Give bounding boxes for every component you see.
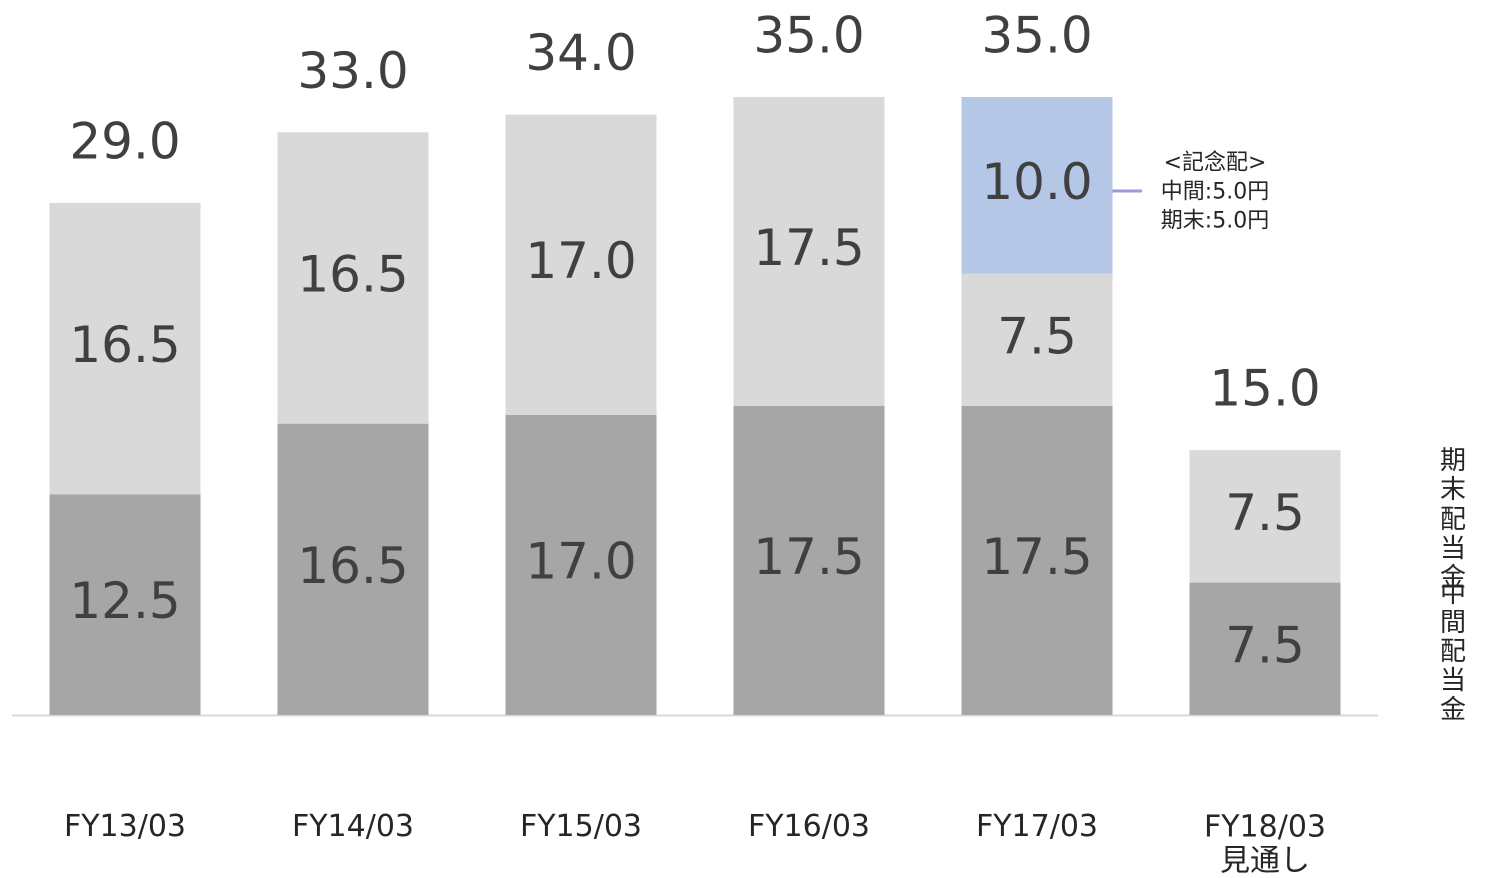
total-label: 33.0 (297, 42, 408, 100)
bar-segment (49, 202, 201, 495)
bar-segment (733, 97, 885, 406)
total-label: 34.0 (525, 24, 636, 82)
value-label: 7.5 (1225, 484, 1305, 542)
x-tick-label: FY15/03 (519, 809, 643, 845)
value-label: 16.5 (297, 245, 408, 303)
bar-segment (277, 423, 429, 715)
x-tick-label: FY16/03 (747, 809, 871, 845)
value-label: 10.0 (981, 153, 1092, 211)
bar-segment (505, 414, 657, 715)
value-label: 17.5 (753, 528, 864, 586)
value-label: 17.0 (525, 532, 636, 590)
bar-segment (1189, 582, 1341, 715)
bar-segment (1189, 450, 1341, 583)
x-tick-label: FY18/03 見通し (1203, 809, 1327, 878)
value-label: 7.5 (997, 307, 1077, 365)
value-label: 12.5 (69, 572, 180, 630)
x-tick-label: FY14/03 (291, 809, 415, 845)
total-label: 15.0 (1209, 360, 1320, 418)
x-tick-label: FY17/03 (975, 809, 1099, 845)
value-label: 16.5 (297, 537, 408, 595)
bar-segment (961, 97, 1113, 274)
total-label: 29.0 (69, 112, 180, 170)
annotation: <記念配> 中間:5.0円 期末:5.0円 (1160, 150, 1270, 234)
value-label: 17.0 (525, 232, 636, 290)
bar-segment (505, 114, 657, 415)
bar-segment (733, 406, 885, 715)
bar-segment (961, 273, 1113, 406)
total-label: 35.0 (981, 7, 1092, 65)
value-label: 17.5 (753, 219, 864, 277)
legend-label: 中間 配当金 (1439, 579, 1466, 726)
total-label: 35.0 (753, 7, 864, 65)
x-tick-label: FY13/03 (63, 809, 187, 845)
bar-segment (277, 132, 429, 424)
value-label: 7.5 (1225, 616, 1305, 674)
value-label: 16.5 (69, 316, 180, 374)
legend-label: 期末 配当金 (1439, 446, 1466, 594)
bar-segment (49, 494, 201, 715)
value-label: 17.5 (981, 528, 1092, 586)
bar-segment (961, 406, 1113, 715)
